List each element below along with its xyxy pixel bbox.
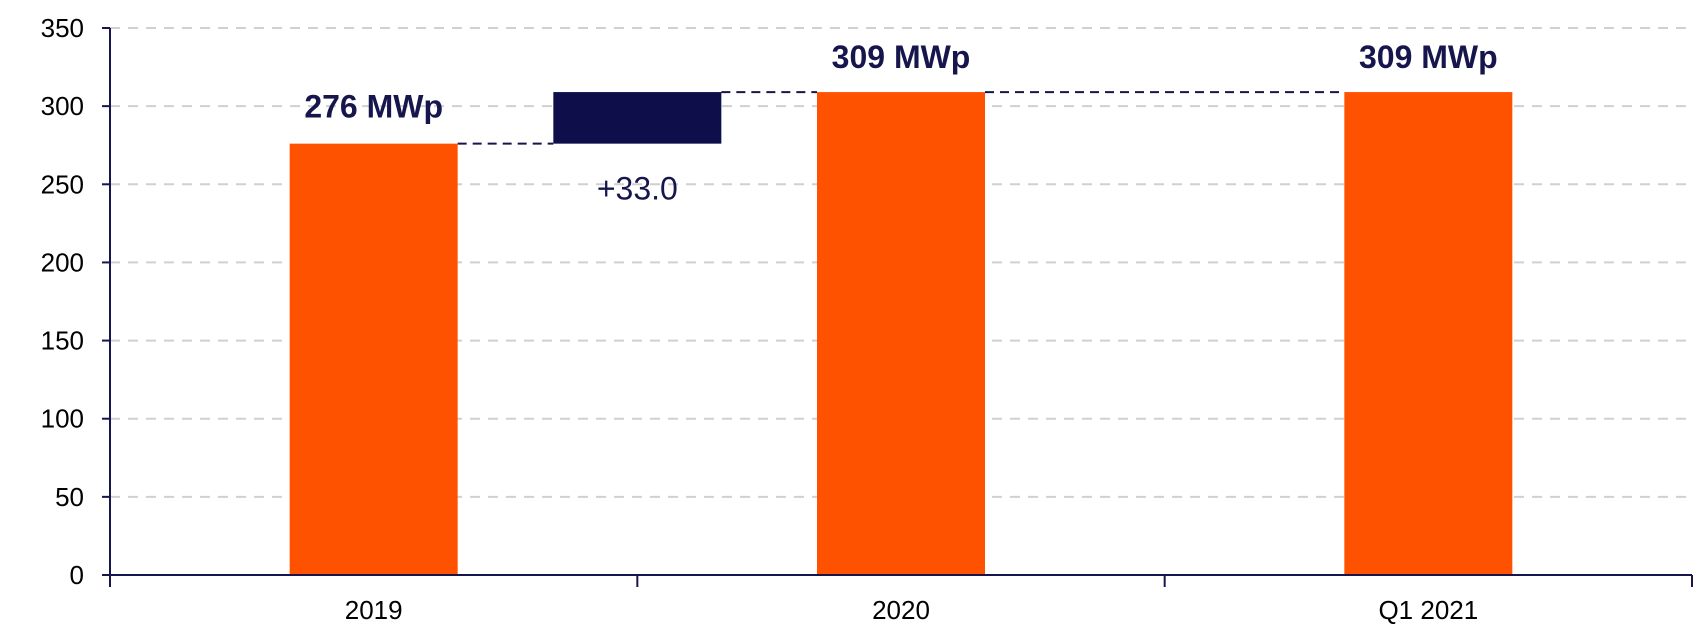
total-value-label: 309 MWp (1359, 39, 1498, 75)
y-tick-label: 150 (41, 326, 84, 356)
total-value-label: 309 MWp (832, 39, 971, 75)
total-bar (1344, 92, 1513, 575)
connector-lines (457, 91, 1345, 145)
y-tick-label: 200 (41, 247, 84, 277)
total-value-label: 276 MWp (304, 89, 443, 125)
total-bar (817, 92, 985, 575)
y-tick-label: 350 (41, 13, 84, 43)
y-tick-label: 300 (41, 91, 84, 121)
y-tick-label: 0 (70, 560, 84, 590)
y-tick-label: 50 (55, 482, 84, 512)
data-labels: 276 MWp 309 MWp 309 MWp +33.0 (304, 39, 1497, 207)
axes: 0 50 100 150 200 250 300 350 2019 2020 Q1 2021 (41, 13, 1693, 625)
total-bar (289, 143, 458, 575)
x-tick-label: Q1 2021 (1378, 595, 1478, 625)
y-tick-label: 250 (41, 169, 84, 199)
increment-bar (553, 92, 722, 144)
increment-value-label: +33.0 (597, 171, 678, 207)
x-tick-label: 2020 (872, 595, 930, 625)
x-tick-label: 2019 (345, 595, 403, 625)
bars (289, 92, 1513, 575)
y-tick-label: 100 (41, 404, 84, 434)
